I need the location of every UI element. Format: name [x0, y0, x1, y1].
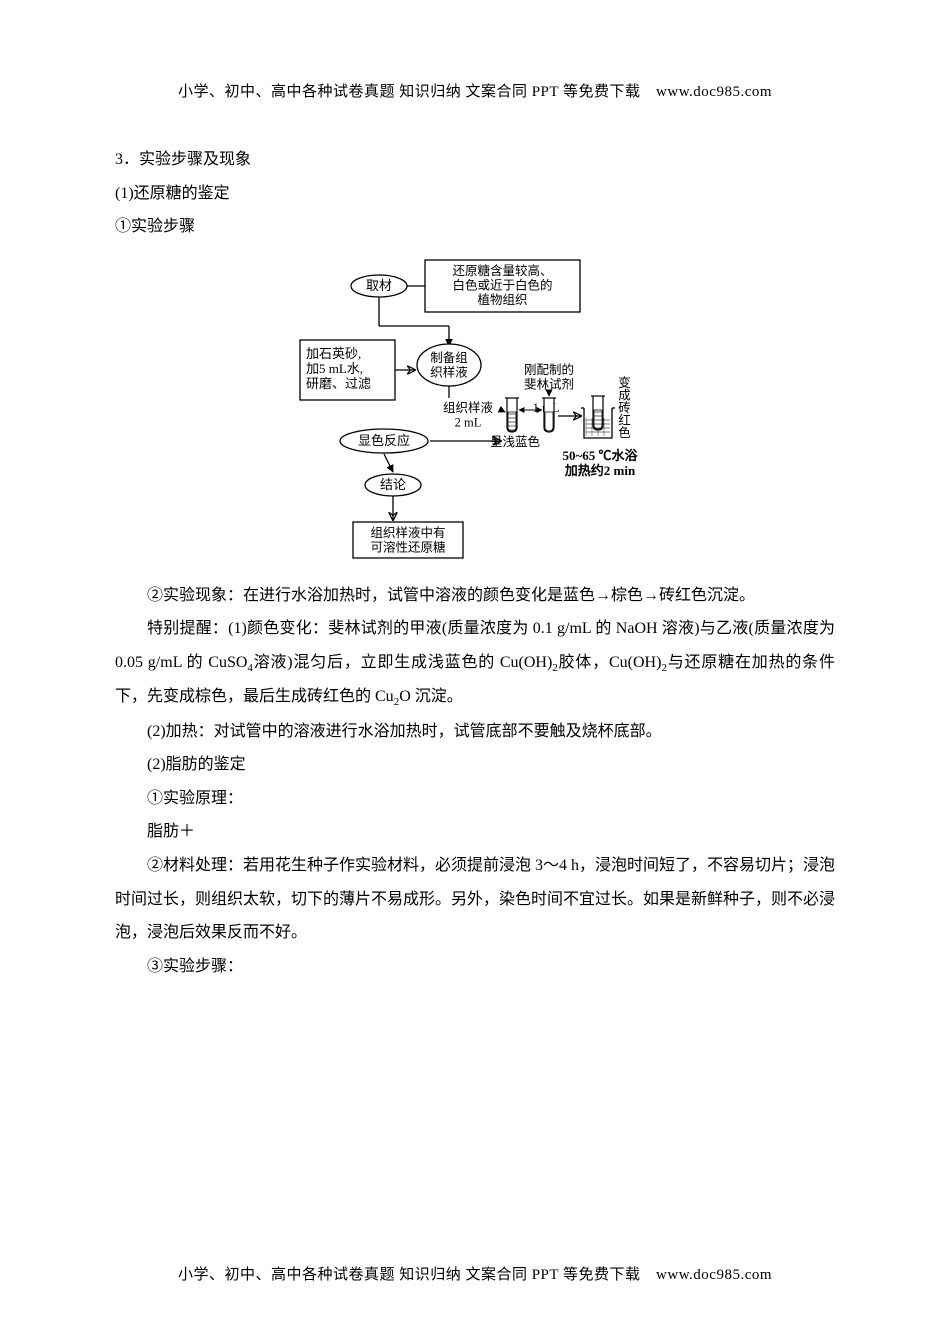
line-heat: (2)加热：对试管中的溶液进行水浴加热时，试管底部不要触及烧杯底部。 — [115, 715, 835, 749]
svg-text:加石英砂,加5 mL水,研磨、过滤: 加石英砂,加5 mL水,研磨、过滤 — [306, 346, 371, 391]
reminder-p2: 溶液)混匀后，立即生成浅蓝色的 Cu(OH) — [253, 654, 552, 671]
line-principle: ①实验原理： — [115, 782, 835, 816]
svg-text:50~65 ℃水浴加热约2 min: 50~65 ℃水浴加热约2 min — [562, 448, 638, 478]
svg-text:取材: 取材 — [366, 278, 392, 293]
reminder-p3: 胶体，Cu(OH) — [558, 654, 662, 671]
svg-text:显色反应: 显色反应 — [358, 433, 410, 448]
svg-text:刚配制的斐林试剂: 刚配制的斐林试剂 — [524, 362, 574, 392]
reminder-p5: O 沉淀。 — [399, 688, 463, 705]
svg-text:制备组织样液: 制备组织样液 — [430, 351, 468, 380]
page-footer: 小学、初中、高中各种试卷真题 知识归纳 文案合同 PPT 等免费下载 www.d… — [0, 1263, 950, 1284]
svg-text:结论: 结论 — [380, 477, 406, 492]
svg-text:组织样液中有可溶性还原糖: 组织样液中有可溶性还原糖 — [370, 525, 446, 555]
svg-text:变成砖红色: 变成砖红色 — [616, 375, 630, 439]
line-material: ②材料处理：若用花生种子作实验材料，必须提前浸泡 3～4 h，浸泡时间短了，不容… — [115, 849, 835, 950]
line-1-1: (1)还原糖的鉴定 — [115, 177, 835, 211]
flowchart-diagram: 取材还原糖含量较高、白色或近于白色的植物组织加石英砂,加5 mL水,研磨、过滤制… — [115, 256, 835, 571]
line-fat: (2)脂肪的鉴定 — [115, 748, 835, 782]
line-reminder: 特别提醒：(1)颜色变化：斐林试剂的甲液(质量浓度为 0.1 g/mL 的 Na… — [115, 612, 835, 714]
svg-text:组织样液2 mL: 组织样液2 mL — [443, 400, 494, 430]
svg-text:呈浅蓝色: 呈浅蓝色 — [490, 434, 541, 449]
line-fatplus: 脂肪＋ — [115, 815, 835, 849]
line-3: 3．实验步骤及现象 — [115, 143, 835, 177]
line-step3: ③实验步骤： — [115, 950, 835, 984]
line-phenomenon: ②实验现象：在进行水浴加热时，试管中溶液的颜色变化是蓝色→棕色→砖红色沉淀。 — [115, 579, 835, 613]
page-header: 小学、初中、高中各种试卷真题 知识归纳 文案合同 PPT 等免费下载 www.d… — [115, 80, 835, 101]
line-step1: ①实验步骤 — [115, 210, 835, 244]
